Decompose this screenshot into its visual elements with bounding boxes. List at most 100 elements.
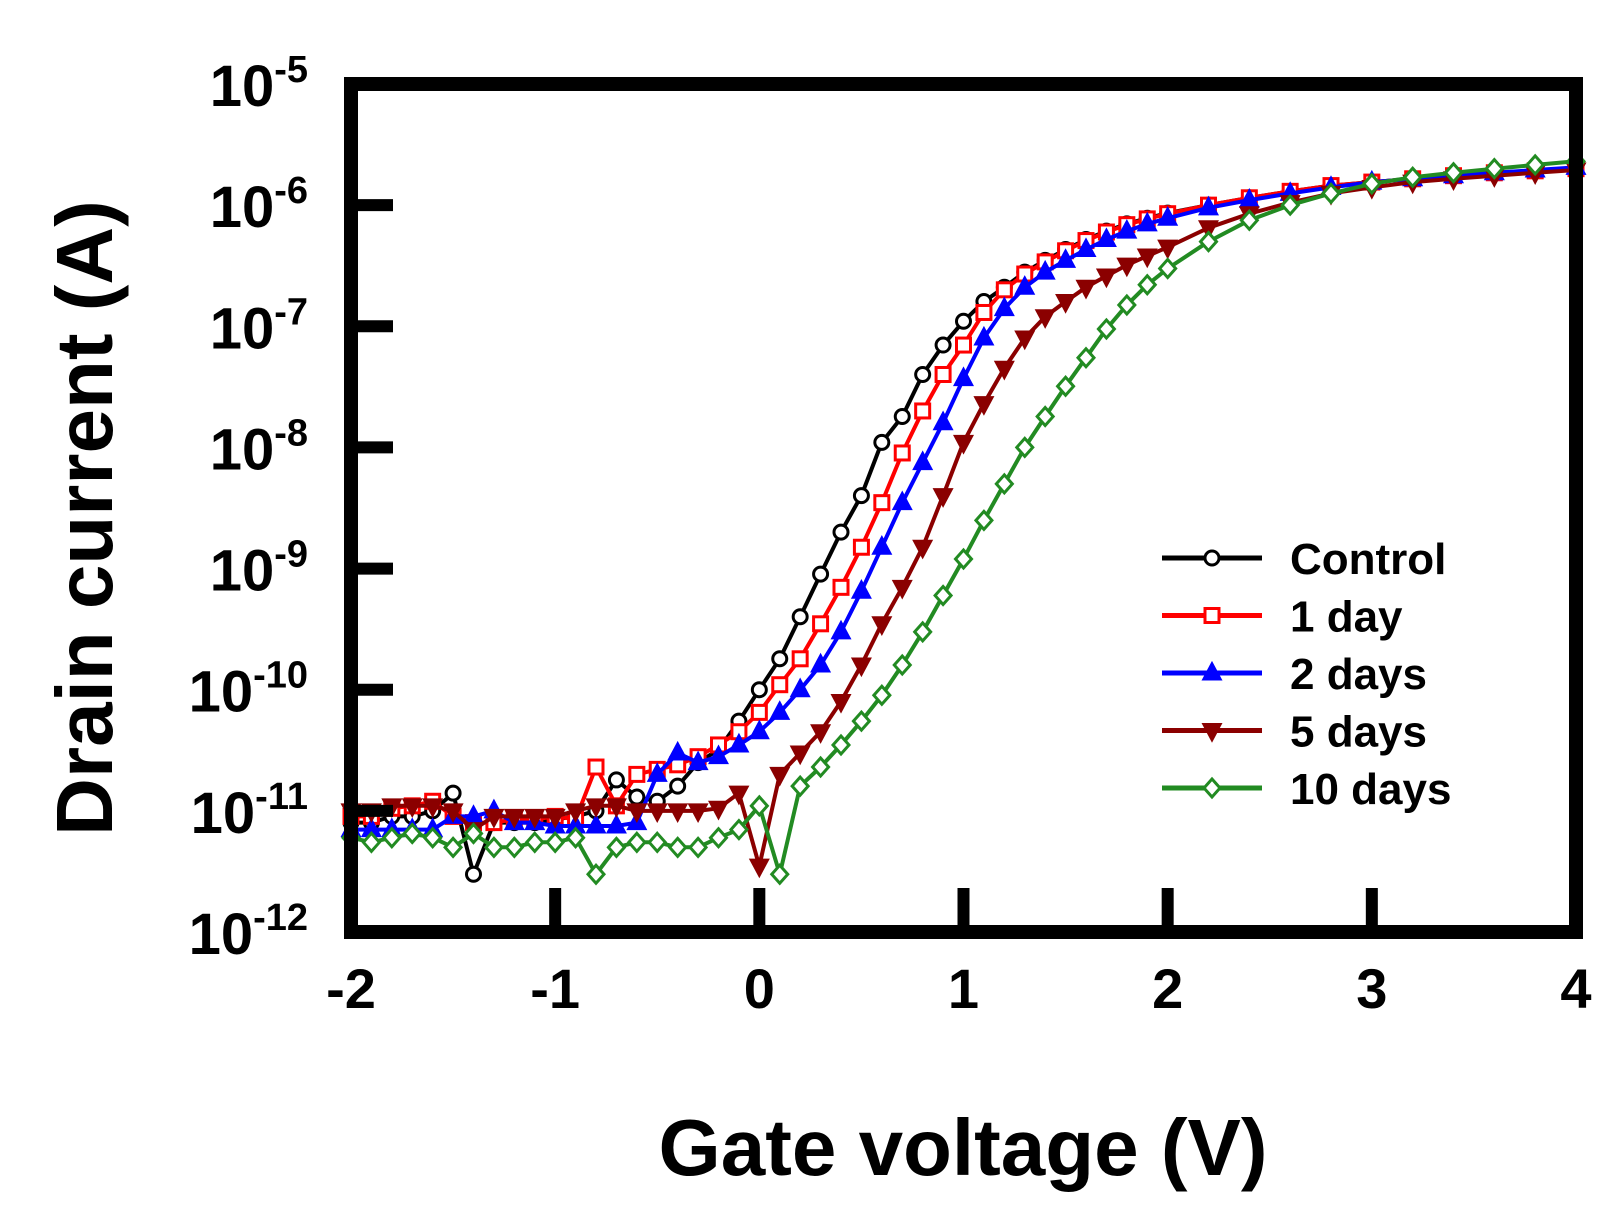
data-point bbox=[893, 444, 911, 462]
data-point bbox=[483, 836, 504, 859]
data-point bbox=[1280, 193, 1301, 217]
legend-item: Control bbox=[1162, 535, 1446, 584]
data-point bbox=[851, 709, 872, 733]
data-point bbox=[401, 798, 423, 819]
data-point bbox=[953, 547, 974, 571]
data-point bbox=[832, 578, 850, 596]
y-tick-label: 10-6 bbox=[210, 170, 308, 240]
data-point bbox=[422, 798, 444, 819]
data-point bbox=[1075, 346, 1097, 369]
x-tick-label: 2 bbox=[1152, 957, 1183, 1020]
legend-marker bbox=[1203, 607, 1221, 624]
x-axis-label: Gate voltage (V) bbox=[658, 1103, 1267, 1192]
data-point bbox=[667, 836, 688, 859]
data-point bbox=[687, 803, 709, 824]
data-point bbox=[442, 803, 464, 824]
data-point bbox=[585, 813, 607, 834]
data-point bbox=[728, 818, 749, 841]
data-point bbox=[687, 750, 709, 771]
data-point bbox=[1116, 293, 1137, 317]
data-point bbox=[810, 755, 831, 779]
data-point bbox=[750, 703, 768, 721]
data-point bbox=[647, 831, 668, 854]
data-point bbox=[465, 865, 482, 883]
data-point bbox=[769, 766, 791, 787]
data-point bbox=[934, 365, 952, 383]
data-point bbox=[1075, 237, 1097, 258]
data-point bbox=[463, 822, 484, 845]
data-point bbox=[1238, 187, 1260, 208]
data-point bbox=[791, 608, 809, 626]
data-point bbox=[626, 803, 648, 824]
x-tick-label: 0 bbox=[744, 957, 775, 1020]
data-point bbox=[402, 822, 423, 845]
data-point bbox=[1198, 195, 1219, 216]
x-tick-label: -2 bbox=[326, 957, 376, 1020]
data-point bbox=[790, 774, 811, 798]
data-point bbox=[852, 487, 870, 505]
legend-marker bbox=[1201, 723, 1223, 743]
data-point bbox=[667, 740, 689, 761]
data-point bbox=[443, 836, 464, 859]
data-point bbox=[503, 808, 525, 829]
data-point bbox=[955, 312, 972, 330]
data-point bbox=[1137, 273, 1158, 297]
data-point bbox=[871, 616, 893, 636]
legend-label: 2 days bbox=[1290, 650, 1427, 699]
x-tick-label: 1 bbox=[948, 957, 979, 1020]
data-point bbox=[1055, 374, 1076, 398]
data-point bbox=[1136, 211, 1158, 232]
data-point bbox=[1484, 157, 1505, 180]
data-point bbox=[850, 579, 872, 599]
data-point bbox=[646, 762, 668, 782]
data-point bbox=[1116, 257, 1138, 278]
data-point bbox=[585, 862, 607, 886]
data-point bbox=[628, 788, 646, 806]
data-point bbox=[524, 808, 546, 829]
data-point bbox=[1443, 161, 1464, 185]
data-point bbox=[891, 490, 913, 511]
data-point bbox=[791, 650, 809, 668]
data-point bbox=[852, 538, 870, 556]
data-point bbox=[1239, 209, 1260, 232]
data-point bbox=[750, 681, 768, 699]
data-point bbox=[953, 366, 974, 387]
y-tick-label: 10-9 bbox=[210, 534, 308, 604]
data-point bbox=[626, 831, 647, 854]
data-point bbox=[912, 450, 934, 471]
data-point bbox=[361, 831, 382, 854]
data-point bbox=[832, 523, 850, 541]
data-point bbox=[483, 808, 505, 829]
data-point bbox=[565, 803, 587, 824]
data-point bbox=[914, 365, 932, 383]
data-point bbox=[463, 804, 484, 824]
legend-item: 2 days bbox=[1162, 650, 1427, 699]
legend: Control 1 day 2 days 5 days 10 days bbox=[1162, 535, 1451, 814]
data-point bbox=[545, 831, 566, 854]
data-point bbox=[708, 826, 729, 849]
data-point bbox=[669, 777, 687, 795]
data-point bbox=[873, 433, 891, 451]
data-point bbox=[1096, 317, 1117, 341]
data-point bbox=[973, 325, 995, 346]
data-point bbox=[1198, 220, 1219, 240]
y-tick-label: 10-8 bbox=[210, 412, 308, 482]
data-point bbox=[871, 683, 892, 707]
legend-marker bbox=[1201, 776, 1223, 800]
data-point bbox=[587, 758, 605, 776]
y-tick-label: 10-12 bbox=[189, 897, 308, 967]
data-point bbox=[1157, 257, 1178, 280]
data-point bbox=[932, 488, 954, 508]
data-point bbox=[585, 798, 607, 819]
data-point bbox=[1095, 227, 1117, 248]
data-point bbox=[1198, 230, 1219, 253]
data-point bbox=[810, 724, 832, 744]
data-point bbox=[891, 579, 913, 600]
data-point bbox=[524, 831, 545, 854]
data-point bbox=[605, 798, 627, 819]
data-point bbox=[975, 303, 993, 321]
data-point bbox=[708, 800, 729, 821]
data-point bbox=[1075, 279, 1097, 300]
y-tick-label: 10-7 bbox=[210, 291, 308, 361]
